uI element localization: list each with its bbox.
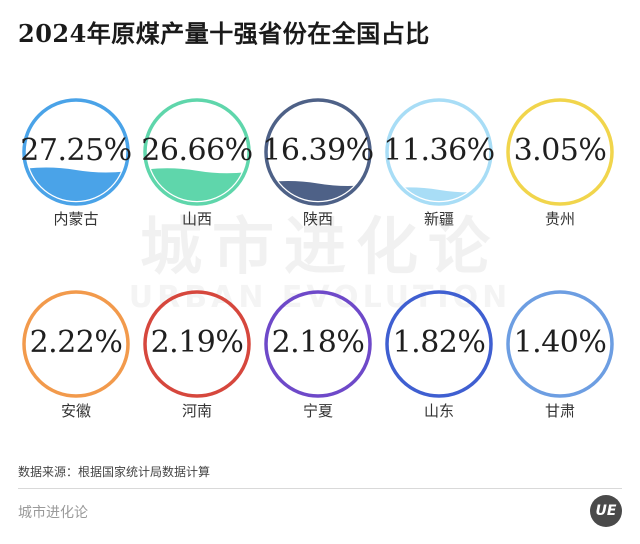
- brand-logo: UE: [590, 495, 622, 527]
- value-label: 26.66%: [141, 133, 253, 168]
- gauge-1: 27.25% 内蒙古: [16, 92, 136, 242]
- gauge-5: 3.05% 贵州: [500, 92, 620, 242]
- value-label: 2.22%: [29, 325, 123, 360]
- gauge-svg: [143, 290, 251, 398]
- gauge-svg: [385, 290, 493, 398]
- value-label: 11.36%: [383, 133, 495, 168]
- gauge-svg: [506, 290, 614, 398]
- gauge-ring: [506, 98, 614, 206]
- province-label: 新疆: [423, 210, 454, 228]
- value-label: 16.39%: [262, 133, 374, 168]
- footer-brand: 城市进化论: [18, 505, 88, 521]
- gauge-8: 2.18% 宁夏: [258, 284, 378, 434]
- gauge-ring: [143, 98, 251, 206]
- gauge-2: 26.66% 山西: [137, 92, 257, 242]
- gauge-6: 2.22% 安徽: [16, 284, 136, 434]
- gauge-9: 1.82% 山东: [379, 284, 499, 434]
- value-label: 2.18%: [271, 325, 365, 360]
- gauge-ring: [22, 290, 130, 398]
- gauge-ring: [385, 98, 493, 206]
- gauge-7: 2.19% 河南: [137, 284, 257, 434]
- data-source: 数据来源：根据国家统计局数据计算: [18, 465, 211, 479]
- gauge-4: 11.36% 新疆: [379, 92, 499, 242]
- value-label: 1.40%: [513, 325, 607, 360]
- gauge-svg: [506, 98, 614, 206]
- gauge-svg: [385, 98, 493, 206]
- gauge-ring: [506, 290, 614, 398]
- gauge-svg: [264, 98, 372, 206]
- province-label: 山西: [181, 210, 212, 228]
- province-label: 山东: [423, 402, 454, 420]
- gauge-ring: [385, 290, 493, 398]
- province-label: 甘肃: [544, 402, 575, 420]
- province-label: 贵州: [544, 210, 575, 228]
- value-label: 3.05%: [513, 133, 607, 168]
- liquid-fill: [148, 168, 246, 201]
- value-label: 1.82%: [392, 325, 486, 360]
- province-label: 陕西: [302, 210, 333, 228]
- gauge-ring: [264, 98, 372, 206]
- gauge-svg: [22, 98, 130, 206]
- gauge-svg: [264, 290, 372, 398]
- province-label: 宁夏: [302, 402, 333, 420]
- province-label: 河南: [181, 402, 212, 420]
- gauge-3: 16.39% 陕西: [258, 92, 378, 242]
- province-label: 内蒙古: [53, 210, 99, 228]
- gauge-svg: [143, 98, 251, 206]
- value-label: 2.19%: [150, 325, 244, 360]
- liquid-fill: [269, 181, 367, 201]
- gauge-ring: [22, 98, 130, 206]
- divider: [18, 488, 622, 489]
- value-label: 27.25%: [20, 133, 132, 168]
- gauge-ring: [143, 290, 251, 398]
- gauge-10: 1.40% 甘肃: [500, 284, 620, 434]
- chart-title: 2024年原煤产量十强省份在全国占比: [18, 19, 430, 48]
- gauge-ring: [264, 290, 372, 398]
- province-label: 安徽: [60, 402, 91, 420]
- gauge-grid: 27.25% 内蒙古 26.66% 山西 16.39% 陕西 11.36% 新疆 3.05% 贵州…: [0, 92, 640, 432]
- gauge-svg: [22, 290, 130, 398]
